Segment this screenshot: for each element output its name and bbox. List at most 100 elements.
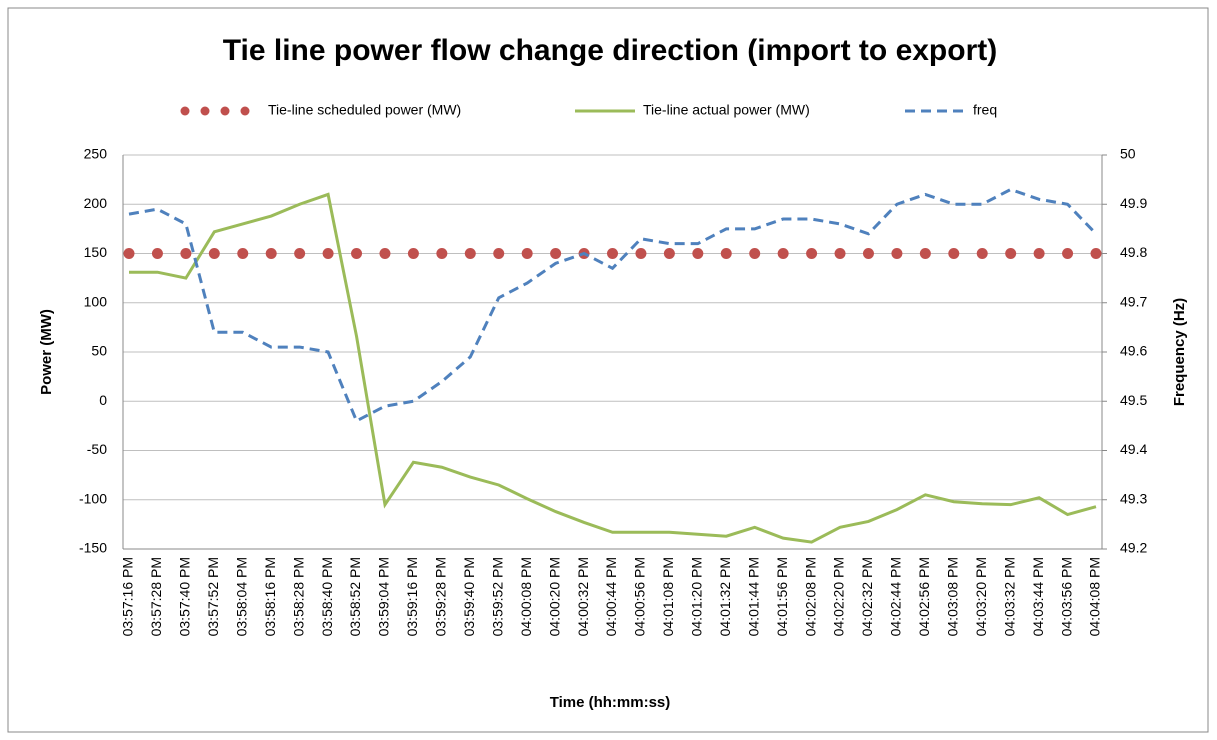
x-tick-label: 03:57:28 PM [148,557,164,636]
y2-tick-label: 49.4 [1120,441,1147,457]
x-tick-label: 03:58:04 PM [233,557,249,636]
marker [1033,248,1045,259]
x-tick-label: 03:57:40 PM [177,557,193,636]
marker [635,248,647,259]
marker [862,248,874,259]
x-tick-label: 03:59:04 PM [376,557,392,636]
marker [351,248,363,259]
marker [891,248,903,259]
legend-label: Tie-line scheduled power (MW) [268,102,461,118]
y-tick-label: -100 [79,490,107,506]
legend-marker [220,106,230,116]
y-tick-label: 50 [91,343,107,359]
y2-tick-label: 49.8 [1120,244,1147,260]
y-tick-label: 0 [99,392,107,408]
y2-tick-label: 49.7 [1120,293,1147,309]
marker [294,248,306,259]
marker [493,248,505,259]
x-tick-label: 04:03:20 PM [973,557,989,636]
x-tick-label: 03:59:16 PM [404,557,420,636]
marker [948,248,960,259]
x-axis-title: Time (hh:mm:ss) [550,694,671,711]
marker [208,248,220,259]
x-tick-label: 04:04:08 PM [1087,557,1103,636]
legend-marker [180,106,190,116]
marker [692,248,704,259]
x-tick-label: 04:00:56 PM [632,557,648,636]
x-tick-label: 04:02:20 PM [831,557,847,636]
y-tick-label: 150 [84,244,108,260]
y2-tick-label: 49.3 [1120,490,1147,506]
marker [976,248,988,259]
marker [1005,248,1017,259]
x-tick-label: 04:03:44 PM [1030,557,1046,636]
x-tick-label: 03:59:52 PM [489,557,505,636]
series-line [128,187,1098,424]
marker [1090,248,1102,259]
x-tick-label: 03:58:40 PM [319,557,335,636]
marker [521,248,533,259]
x-tick-label: 04:00:44 PM [603,557,619,636]
marker [123,248,135,259]
y2-tick-label: 49.6 [1120,343,1147,359]
chart-title: Tie line power flow change direction (im… [223,34,998,67]
marker [180,248,192,259]
legend-marker [240,106,250,116]
marker [550,248,562,259]
marker [720,248,732,259]
y-tick-label: -50 [87,441,107,457]
x-tick-label: 03:58:52 PM [347,557,363,636]
marker [151,248,163,259]
x-tick-label: 04:01:20 PM [689,557,705,636]
x-tick-label: 04:02:08 PM [802,557,818,636]
chart-border [7,7,1209,733]
marker [237,248,249,259]
y-tick-label: 250 [84,146,108,162]
marker [806,248,818,259]
y-tick-label: 200 [84,195,108,211]
marker [834,248,846,259]
marker [436,248,448,259]
x-tick-label: 04:01:32 PM [717,557,733,636]
legend-marker [200,106,210,116]
marker [749,248,761,259]
x-tick-label: 03:59:40 PM [461,557,477,636]
y2-tick-label: 50 [1120,146,1136,162]
y2-axis-title: Frequency (Hz) [1171,298,1188,406]
marker [663,248,675,259]
y-tick-label: -150 [79,540,107,556]
y-tick-label: 100 [84,293,108,309]
marker [1062,248,1074,259]
x-tick-label: 04:03:32 PM [1001,557,1017,636]
marker [322,248,334,259]
marker [777,248,789,259]
x-tick-label: 04:00:32 PM [575,557,591,636]
x-tick-label: 03:59:28 PM [433,557,449,636]
y2-tick-label: 49.2 [1120,540,1147,556]
y2-tick-label: 49.5 [1120,392,1147,408]
marker [607,248,618,259]
y2-tick-label: 49.9 [1120,195,1147,211]
legend-label: Tie-line actual power (MW) [643,102,810,118]
x-tick-label: 03:57:52 PM [205,557,221,636]
marker [265,248,277,259]
legend-label: freq [973,102,997,118]
x-tick-label: 04:03:08 PM [944,557,960,636]
x-tick-label: 04:03:56 PM [1058,557,1074,636]
x-tick-label: 04:01:56 PM [774,557,790,636]
x-tick-label: 04:02:44 PM [888,557,904,636]
series-line [129,192,1097,544]
x-tick-label: 04:02:56 PM [916,557,932,636]
x-tick-label: 04:02:32 PM [859,557,875,636]
marker [379,248,391,259]
x-tick-label: 03:58:16 PM [262,557,278,636]
marker [407,248,419,259]
x-tick-label: 04:00:08 PM [518,557,534,636]
x-tick-label: 03:57:16 PM [120,557,136,636]
x-tick-label: 04:01:44 PM [745,557,761,636]
x-tick-label: 04:01:08 PM [660,557,676,636]
marker [464,248,476,259]
y-axis-title: Power (MW) [38,309,55,395]
marker [919,248,931,259]
